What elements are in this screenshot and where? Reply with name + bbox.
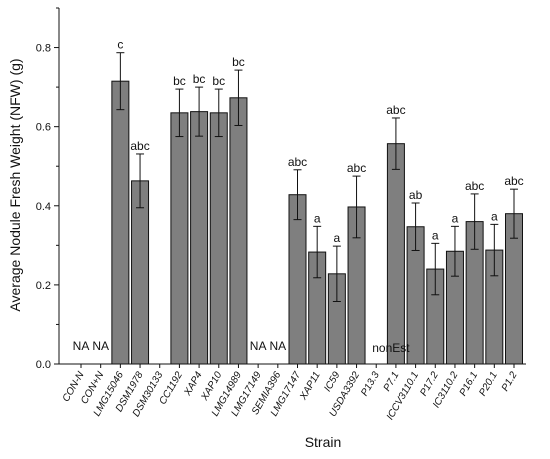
y-tick-label: 0.8 bbox=[36, 43, 51, 55]
annotation-P1.2: abc bbox=[504, 174, 523, 188]
annotation-CON+N: NA bbox=[92, 339, 109, 353]
error-bar-DSM1978 bbox=[136, 153, 145, 209]
error-bar-P1.2 bbox=[510, 188, 518, 239]
annotation-CC1192: bc bbox=[173, 74, 186, 88]
annotation-USDA3392: abc bbox=[347, 161, 366, 175]
y-tick-layer: 0.0 0.2 0.4 0.6 0.8 bbox=[36, 7, 59, 371]
x-tick-label: P1.2 bbox=[500, 370, 520, 394]
annotation-ICCV3110.1: ab bbox=[409, 188, 423, 202]
axes-layer bbox=[58, 8, 526, 365]
bar-XAP10 bbox=[209, 112, 228, 365]
error-bar-XAP11 bbox=[313, 225, 322, 279]
y-tick-label: 0.0 bbox=[36, 359, 51, 371]
bar-DSM1978 bbox=[131, 180, 150, 365]
annotation-P16.1: abc bbox=[465, 179, 484, 193]
error-bar-USDA3392 bbox=[352, 175, 361, 239]
y-axis-title: Average Nodule Fresh Weight (NFW) (g) bbox=[7, 58, 23, 311]
error-bar-LMG15046 bbox=[116, 52, 125, 111]
annotation-XAP10: bc bbox=[212, 74, 225, 88]
annotation-CON-N: NA bbox=[73, 339, 90, 353]
annotation-LMG14989: bc bbox=[232, 55, 245, 69]
error-bar-LMG17147 bbox=[293, 169, 302, 221]
y-tick-label: 0.2 bbox=[36, 280, 51, 292]
annotation-XAP11: a bbox=[314, 211, 321, 225]
error-bar-IC59 bbox=[332, 245, 341, 303]
annotation-IC3110.2: a bbox=[452, 211, 459, 225]
error-bar-LMG14989 bbox=[234, 69, 243, 126]
x-tick-label: P13.3 bbox=[359, 370, 382, 399]
annotation-DSM1978: abc bbox=[130, 139, 149, 153]
error-bar-P16.1 bbox=[470, 193, 479, 250]
error-bar-P7.1 bbox=[391, 117, 400, 170]
bar-LMG15046 bbox=[111, 80, 130, 365]
bar-XAP4 bbox=[190, 111, 209, 365]
error-bar-ICCV3110.1 bbox=[411, 202, 420, 251]
x-tick-label: P7.1 bbox=[382, 370, 402, 393]
bar-LMG14989 bbox=[229, 97, 248, 365]
annotation-P7.1: abc bbox=[386, 103, 405, 117]
error-bar-XAP10 bbox=[214, 88, 223, 138]
error-bar-IC3110.2 bbox=[450, 225, 459, 277]
annotation-LMG15046: c bbox=[117, 38, 123, 52]
annotation-P20.1: a bbox=[491, 209, 498, 223]
bar-P7.1 bbox=[386, 143, 405, 365]
annotation-P13.3: nonEst bbox=[372, 341, 410, 355]
error-bar-XAP4 bbox=[195, 86, 204, 137]
x-tick-label: IC59 bbox=[322, 370, 342, 394]
annotation-P17.2: a bbox=[432, 228, 439, 242]
bar-CC1192 bbox=[170, 112, 189, 365]
error-bar-P17.2 bbox=[431, 242, 440, 296]
x-tick-layer: CON-NCON+NLMG15046DSM1978DSM30133CC1192X… bbox=[61, 364, 520, 422]
x-axis-title: Strain bbox=[305, 434, 342, 450]
error-bars-layer bbox=[116, 52, 518, 303]
error-bar-P20.1 bbox=[490, 223, 499, 277]
annotation-SEMIA396: NA bbox=[269, 339, 286, 353]
annotation-IC59: a bbox=[334, 231, 341, 245]
error-bar-CC1192 bbox=[175, 88, 184, 138]
annotation-LMG17147: abc bbox=[288, 155, 307, 169]
x-tick-label: P16.1 bbox=[458, 370, 481, 398]
y-tick-label: 0.6 bbox=[36, 122, 51, 134]
annotation-XAP4: bc bbox=[193, 72, 206, 86]
bars-layer bbox=[111, 80, 523, 365]
x-tick-label: P20.1 bbox=[477, 370, 500, 398]
annotation-LMG17149: NA bbox=[250, 339, 267, 353]
y-tick-label: 0.4 bbox=[36, 201, 51, 213]
